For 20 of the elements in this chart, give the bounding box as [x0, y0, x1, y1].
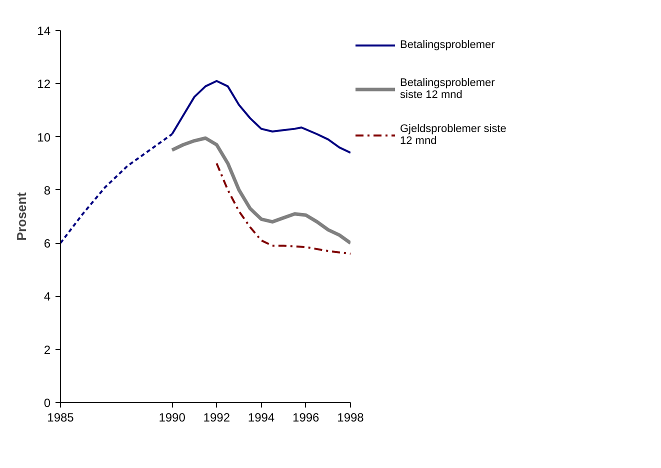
x-tick-label: 1985: [47, 410, 74, 424]
y-tick-label: 0: [44, 396, 51, 410]
y-tick-label: 6: [44, 236, 51, 251]
y-tick-label: 8: [44, 183, 51, 198]
legend-label: Betalingsproblemer: [400, 39, 495, 51]
legend-label: Betalingsproblemer siste 12 mnd: [400, 77, 495, 101]
y-tick-label: 2: [44, 342, 51, 357]
x-tick-label: 1998: [337, 410, 364, 424]
y-tick-label: 14: [37, 24, 51, 38]
x-tick-label: 1994: [248, 410, 275, 424]
y-tick-label: 10: [37, 130, 51, 144]
line-series: [170, 136, 350, 245]
y-tick-label: 4: [44, 290, 51, 304]
legend-label: Gjeldsproblemer siste 12 mnd: [400, 123, 506, 147]
x-tick-label: 1992: [203, 410, 230, 424]
y-tick-label: 12: [37, 77, 51, 92]
x-tick-label: 1996: [292, 410, 320, 424]
line-series: [216, 162, 350, 255]
y-axis-title: Prosent: [14, 192, 30, 241]
x-tick-label: 1990: [158, 410, 186, 424]
